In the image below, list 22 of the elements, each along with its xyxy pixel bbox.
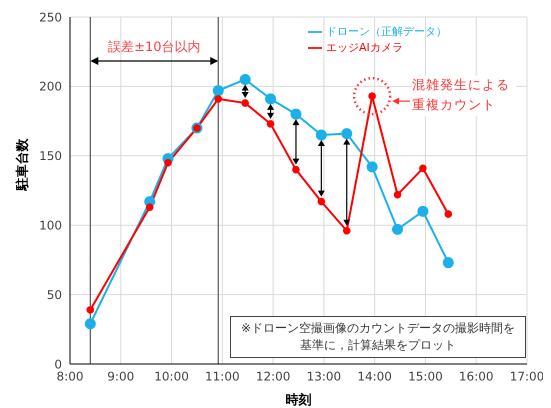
- y-axis-title: 駐車台数: [14, 138, 31, 192]
- x-tick-label: 8:00: [56, 370, 84, 384]
- y-tick-label: 200: [39, 80, 62, 94]
- annotation: ※ドローン空撮画像のカウントデータの撮影時間を基準に，計算結果をプロット: [230, 316, 526, 358]
- y-tick-label: 0: [54, 357, 62, 372]
- x-tick-label: 10:00: [154, 370, 189, 384]
- x-tick-label: 9:00: [107, 370, 134, 384]
- x-tick-label: 11:00: [205, 370, 240, 384]
- x-tick-label: 13:00: [306, 370, 342, 384]
- annotation: 混雑発生による重複カウント: [412, 76, 516, 116]
- x-tick-label: 12:00: [256, 370, 290, 384]
- y-tick-label: 50: [46, 288, 62, 302]
- annotation: 誤差±10台以内: [108, 40, 201, 55]
- x-axis-title: 時刻: [286, 392, 312, 408]
- y-tick-label: 250: [39, 10, 62, 24]
- legend-label: ドローン（正解データ）: [326, 25, 447, 38]
- x-tick-label: 14:00: [357, 370, 392, 384]
- x-tick-label: 15:00: [408, 370, 443, 384]
- y-tick-label: 100: [39, 218, 62, 232]
- legend-label: エッジAIカメラ: [326, 41, 403, 54]
- x-tick-label: 16:00: [458, 370, 494, 384]
- y-tick-label: 150: [39, 149, 62, 164]
